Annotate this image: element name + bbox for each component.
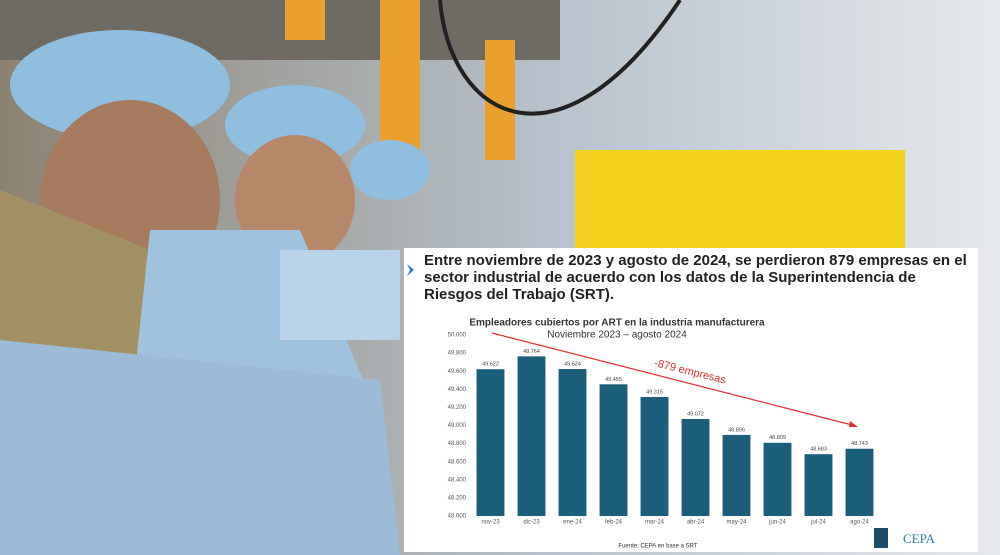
bullet-icon	[407, 264, 414, 276]
chart: Empleadores cubiertos por ART en la indu…	[407, 264, 936, 550]
bar	[763, 442, 792, 516]
x-tick-label: dic-23	[523, 520, 540, 526]
y-tick-label: 49.000	[448, 423, 467, 429]
annotation: -879 empresas	[653, 357, 728, 387]
x-tick-label: nov-23	[481, 520, 500, 526]
x-tick-label: ene-24	[563, 520, 582, 526]
value-label: 49.072	[687, 411, 704, 417]
value-label: 49.622	[482, 362, 499, 368]
logo-mark	[874, 528, 888, 548]
y-tick-label: 49.200	[448, 405, 467, 411]
y-tick-label: 48.000	[448, 514, 467, 520]
y-tick-label: 49.600	[448, 369, 467, 375]
value-label: 48.896	[728, 427, 745, 433]
x-tick-label: may-24	[726, 520, 747, 526]
y-tick-label: 48.200	[448, 495, 467, 501]
x-tick-label: ago-24	[850, 520, 869, 526]
x-tick-label: abr-24	[687, 520, 705, 526]
y-tick-label: 48.800	[448, 441, 467, 447]
value-label: 49.315	[646, 389, 663, 395]
bar	[804, 454, 833, 516]
heading: Entre noviembre de 2023 y agosto de 2024…	[424, 252, 967, 303]
y-tick-label: 50.000	[448, 333, 467, 339]
chart-title: Empleadores cubiertos por ART en la indu…	[469, 318, 765, 329]
bar	[517, 356, 546, 516]
trend-arrow	[491, 332, 857, 427]
article-panel: Empleadores cubiertos por ART en la indu…	[404, 248, 978, 552]
bar	[599, 384, 628, 516]
x-tick-label: feb-24	[605, 520, 623, 526]
bar	[722, 434, 751, 516]
bar	[558, 369, 587, 516]
value-label: 49.624	[564, 361, 581, 367]
x-tick-label: mar-24	[645, 520, 665, 526]
value-label: 48.809	[769, 435, 786, 441]
arrow-head	[849, 421, 858, 427]
value-label: 49.764	[523, 349, 540, 355]
chart-subtitle: Noviembre 2023 – agosto 2024	[547, 330, 687, 341]
bar	[476, 369, 505, 516]
y-tick-label: 49.400	[448, 387, 467, 393]
y-tick-label: 49.800	[448, 351, 467, 357]
source: Fuente: CEPA en base a SRT	[618, 544, 697, 550]
value-label: 48.743	[851, 441, 868, 447]
bar	[845, 448, 874, 516]
bar	[640, 396, 669, 516]
y-tick-label: 48.600	[448, 459, 467, 465]
x-tick-label: jun-24	[768, 520, 786, 526]
bar	[681, 418, 710, 516]
value-label: 49.455	[605, 377, 622, 383]
y-tick-label: 48.400	[448, 477, 467, 483]
value-label: 48.683	[810, 447, 827, 453]
x-tick-label: jul-24	[810, 520, 826, 526]
logo: CEPA	[903, 531, 936, 546]
